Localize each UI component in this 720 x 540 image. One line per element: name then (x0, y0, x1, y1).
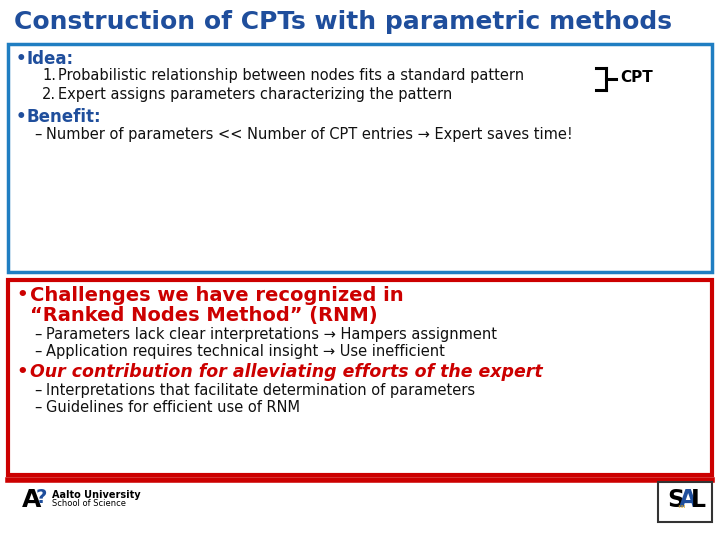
Text: “Ranked Nodes Method” (RNM): “Ranked Nodes Method” (RNM) (30, 306, 377, 325)
FancyBboxPatch shape (8, 44, 712, 272)
Text: School of Science: School of Science (52, 499, 126, 508)
Text: ?: ? (36, 488, 48, 507)
Text: S: S (667, 488, 684, 512)
Text: Challenges we have recognized in: Challenges we have recognized in (30, 286, 404, 305)
Text: "": "" (677, 504, 686, 514)
Text: •: • (16, 286, 27, 304)
Text: Expert assigns parameters characterizing the pattern: Expert assigns parameters characterizing… (58, 87, 452, 102)
Text: L: L (691, 488, 706, 512)
Text: –: – (34, 327, 41, 342)
Text: •: • (16, 50, 27, 68)
Text: Parameters lack clear interpretations → Hampers assignment: Parameters lack clear interpretations → … (46, 327, 497, 342)
Text: Number of parameters << Number of CPT entries → Expert saves time!: Number of parameters << Number of CPT en… (46, 127, 572, 142)
Text: Our contribution for alleviating efforts of the expert: Our contribution for alleviating efforts… (30, 363, 543, 381)
Text: 2.: 2. (42, 87, 56, 102)
Text: Construction of CPTs with parametric methods: Construction of CPTs with parametric met… (14, 10, 672, 34)
Text: Benefit:: Benefit: (26, 108, 101, 126)
Text: A: A (22, 488, 41, 512)
FancyBboxPatch shape (8, 280, 712, 475)
Text: Idea:: Idea: (26, 50, 73, 68)
Text: –: – (34, 344, 41, 359)
Text: 1.: 1. (42, 68, 56, 83)
Text: CPT: CPT (620, 71, 653, 85)
Text: •: • (16, 108, 27, 126)
FancyBboxPatch shape (658, 482, 712, 522)
Text: Probabilistic relationship between nodes fits a standard pattern: Probabilistic relationship between nodes… (58, 68, 524, 83)
Text: Interpretations that facilitate determination of parameters: Interpretations that facilitate determin… (46, 383, 475, 398)
Text: Guidelines for efficient use of RNM: Guidelines for efficient use of RNM (46, 400, 300, 415)
Text: –: – (34, 383, 41, 398)
Text: –: – (34, 400, 41, 415)
Text: Application requires technical insight → Use inefficient: Application requires technical insight →… (46, 344, 445, 359)
Text: A: A (679, 488, 697, 512)
Text: •: • (16, 363, 27, 381)
Text: Aalto University: Aalto University (52, 490, 140, 500)
Text: –: – (34, 127, 41, 142)
